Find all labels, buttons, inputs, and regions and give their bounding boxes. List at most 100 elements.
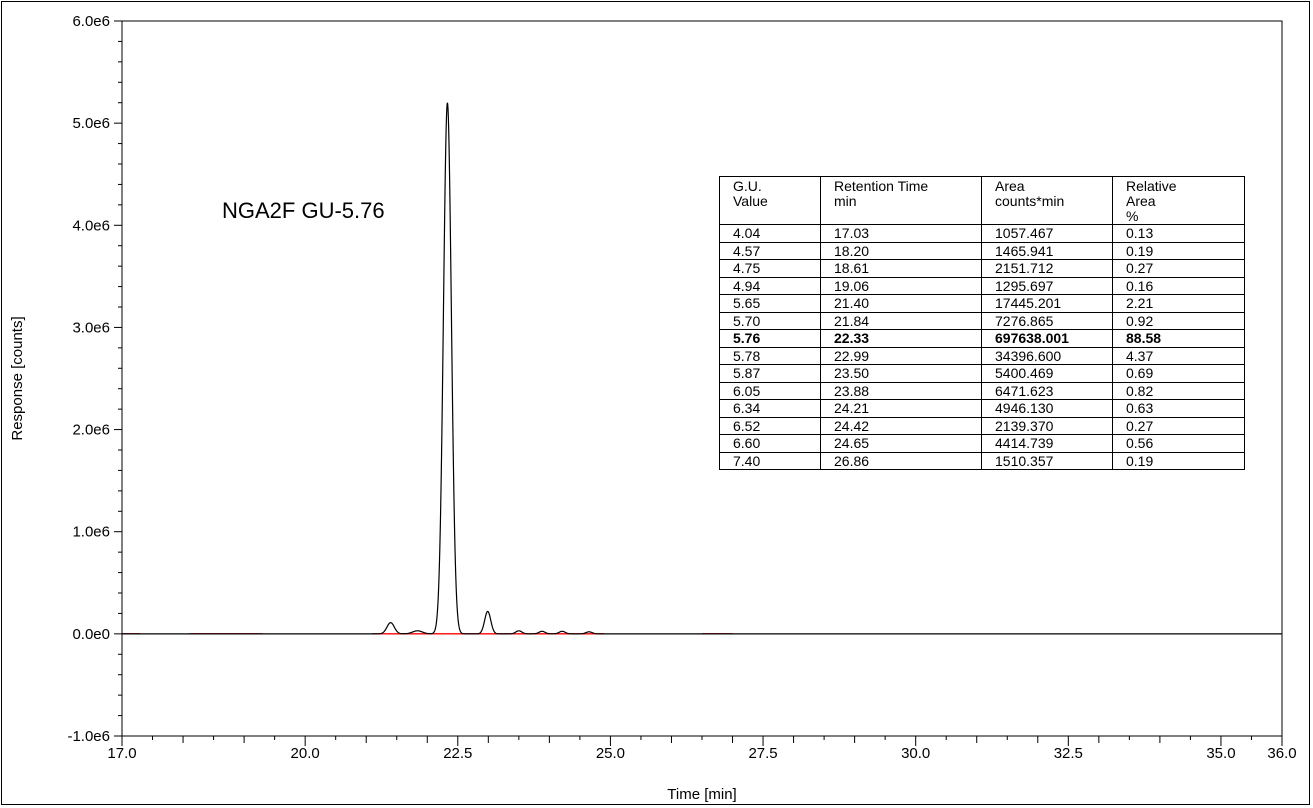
table-cell: 4414.739 (981, 434, 1113, 453)
y-axis-title: Response [counts] (9, 316, 26, 440)
chromatogram-trace (122, 102, 1282, 635)
table-cell: 0.69 (1112, 364, 1245, 383)
y-tick-label: 4.0e6 (72, 217, 110, 234)
table-cell: 5.70 (719, 311, 821, 330)
table-row: 5.78 22.99 34396.600 4.37 (719, 346, 1245, 365)
table-cell: 4946.130 (981, 399, 1113, 418)
table-cell: 18.61 (820, 259, 982, 278)
table-cell: 0.13 (1112, 224, 1245, 243)
table-cell: 23.50 (820, 364, 982, 383)
x-tick-label: 27.5 (748, 745, 777, 762)
y-tick-label: 6.0e6 (72, 13, 110, 30)
table-cell: 21.40 (820, 294, 982, 313)
x-tick-label: 17.0 (107, 745, 136, 762)
table-cell: 23.88 (820, 381, 982, 400)
table-cell: 24.65 (820, 434, 982, 453)
table-cell: 1295.697 (981, 276, 1113, 295)
x-axis-title: Time [min] (667, 786, 736, 803)
x-tick-label: 25.0 (596, 745, 625, 762)
table-header-cell: Relative Area% (1112, 176, 1245, 225)
table-cell: 24.42 (820, 416, 982, 435)
table-cell: 697638.001 (981, 329, 1113, 348)
table-cell: 0.56 (1112, 434, 1245, 453)
table-cell: 4.04 (719, 224, 821, 243)
table-cell: 6.52 (719, 416, 821, 435)
table-cell: 5.65 (719, 294, 821, 313)
table-cell: 5400.469 (981, 364, 1113, 383)
y-tick-label: 5.0e6 (72, 115, 110, 132)
table-row: 4.94 19.06 1295.697 0.16 (719, 276, 1245, 295)
x-tick-label: 35.0 (1206, 745, 1235, 762)
table-cell: 17445.201 (981, 294, 1113, 313)
x-axis: 17.0 20.0 22.5 25.0 27.5 30.0 32.5 35.0 36.0 (107, 736, 1297, 762)
table-header-cell: G.U. Value (719, 176, 821, 225)
table-cell: 1510.357 (981, 451, 1113, 470)
x-tick-label: 30.0 (901, 745, 930, 762)
table-cell: 1465.941 (981, 241, 1113, 260)
table-cell: 6.05 (719, 381, 821, 400)
table-cell: 17.03 (820, 224, 982, 243)
table-cell: 7276.865 (981, 311, 1113, 330)
x-tick-label: 36.0 (1267, 745, 1296, 762)
table-cell: 18.20 (820, 241, 982, 260)
table-cell: 24.21 (820, 399, 982, 418)
table-row: 5.70 21.84 7276.865 0.92 (719, 311, 1245, 330)
table-cell: 0.19 (1112, 241, 1245, 260)
table-cell: 26.86 (820, 451, 982, 470)
table-row: 6.05 23.88 6471.623 0.82 (719, 381, 1245, 400)
table-row: 6.34 24.21 4946.130 0.63 (719, 399, 1245, 418)
peak-table: G.U. Value Retention Time min Area counts*min… (719, 176, 1245, 470)
table-cell: 2151.712 (981, 259, 1113, 278)
table-row: 6.60 24.65 4414.739 0.56 (719, 434, 1245, 453)
table-cell: 4.37 (1112, 346, 1245, 365)
y-tick-label: 2.0e6 (72, 422, 110, 439)
table-body: 4.04 17.03 1057.467 0.13 4.57 18.20 1465.941 0.… (719, 224, 1245, 470)
table-header-cell: Area counts*min (981, 176, 1113, 225)
table-cell: 2139.370 (981, 416, 1113, 435)
table-cell: 19.06 (820, 276, 982, 295)
table-cell: 34396.600 (981, 346, 1113, 365)
x-tick-label: 20.0 (291, 745, 320, 762)
table-cell: 21.84 (820, 311, 982, 330)
peak-annotation: NGA2F GU-5.76 (222, 198, 385, 223)
table-cell: 0.63 (1112, 399, 1245, 418)
table-cell: 0.27 (1112, 416, 1245, 435)
table-cell: 22.99 (820, 346, 982, 365)
table-cell: 22.33 (820, 329, 982, 348)
table-cell: 2.21 (1112, 294, 1245, 313)
table-cell: 6.60 (719, 434, 821, 453)
table-cell: 0.92 (1112, 311, 1245, 330)
table-cell: 4.75 (719, 259, 821, 278)
table-cell: 0.16 (1112, 276, 1245, 295)
table-cell: 5.87 (719, 364, 821, 383)
table-cell: 5.78 (719, 346, 821, 365)
table-cell: 4.94 (719, 276, 821, 295)
y-axis: 6.0e6 5.0e6 4.0e6 3.0e6 2.0e6 1.0e6 0.0e0 -1.0e… (67, 13, 122, 745)
x-tick-label: 32.5 (1054, 745, 1083, 762)
table-header-row: G.U. Value Retention Time min Area counts*min… (719, 176, 1245, 225)
table-row: 5.76 22.33 697638.001 88.58 (719, 329, 1245, 348)
table-cell: 6471.623 (981, 381, 1113, 400)
table-cell: 0.19 (1112, 451, 1245, 470)
table-row: 4.75 18.61 2151.712 0.27 (719, 259, 1245, 278)
y-tick-label: 3.0e6 (72, 319, 110, 336)
table-cell: 7.40 (719, 451, 821, 470)
table-row: 6.52 24.42 2139.370 0.27 (719, 416, 1245, 435)
table-cell: 0.82 (1112, 381, 1245, 400)
table-row: 4.04 17.03 1057.467 0.13 (719, 224, 1245, 243)
table-cell: 6.34 (719, 399, 821, 418)
table-row: 5.65 21.40 17445.201 2.21 (719, 294, 1245, 313)
y-tick-label: 0.0e0 (72, 626, 110, 643)
table-cell: 5.76 (719, 329, 821, 348)
y-tick-label: -1.0e6 (67, 728, 110, 745)
y-tick-label: 1.0e6 (72, 524, 110, 541)
table-cell: 4.57 (719, 241, 821, 260)
x-tick-label: 22.5 (443, 745, 472, 762)
table-row: 7.40 26.86 1510.357 0.19 (719, 451, 1245, 470)
table-row: 5.87 23.50 5400.469 0.69 (719, 364, 1245, 383)
table-cell: 0.27 (1112, 259, 1245, 278)
table-cell: 1057.467 (981, 224, 1113, 243)
table-row: 4.57 18.20 1465.941 0.19 (719, 241, 1245, 260)
